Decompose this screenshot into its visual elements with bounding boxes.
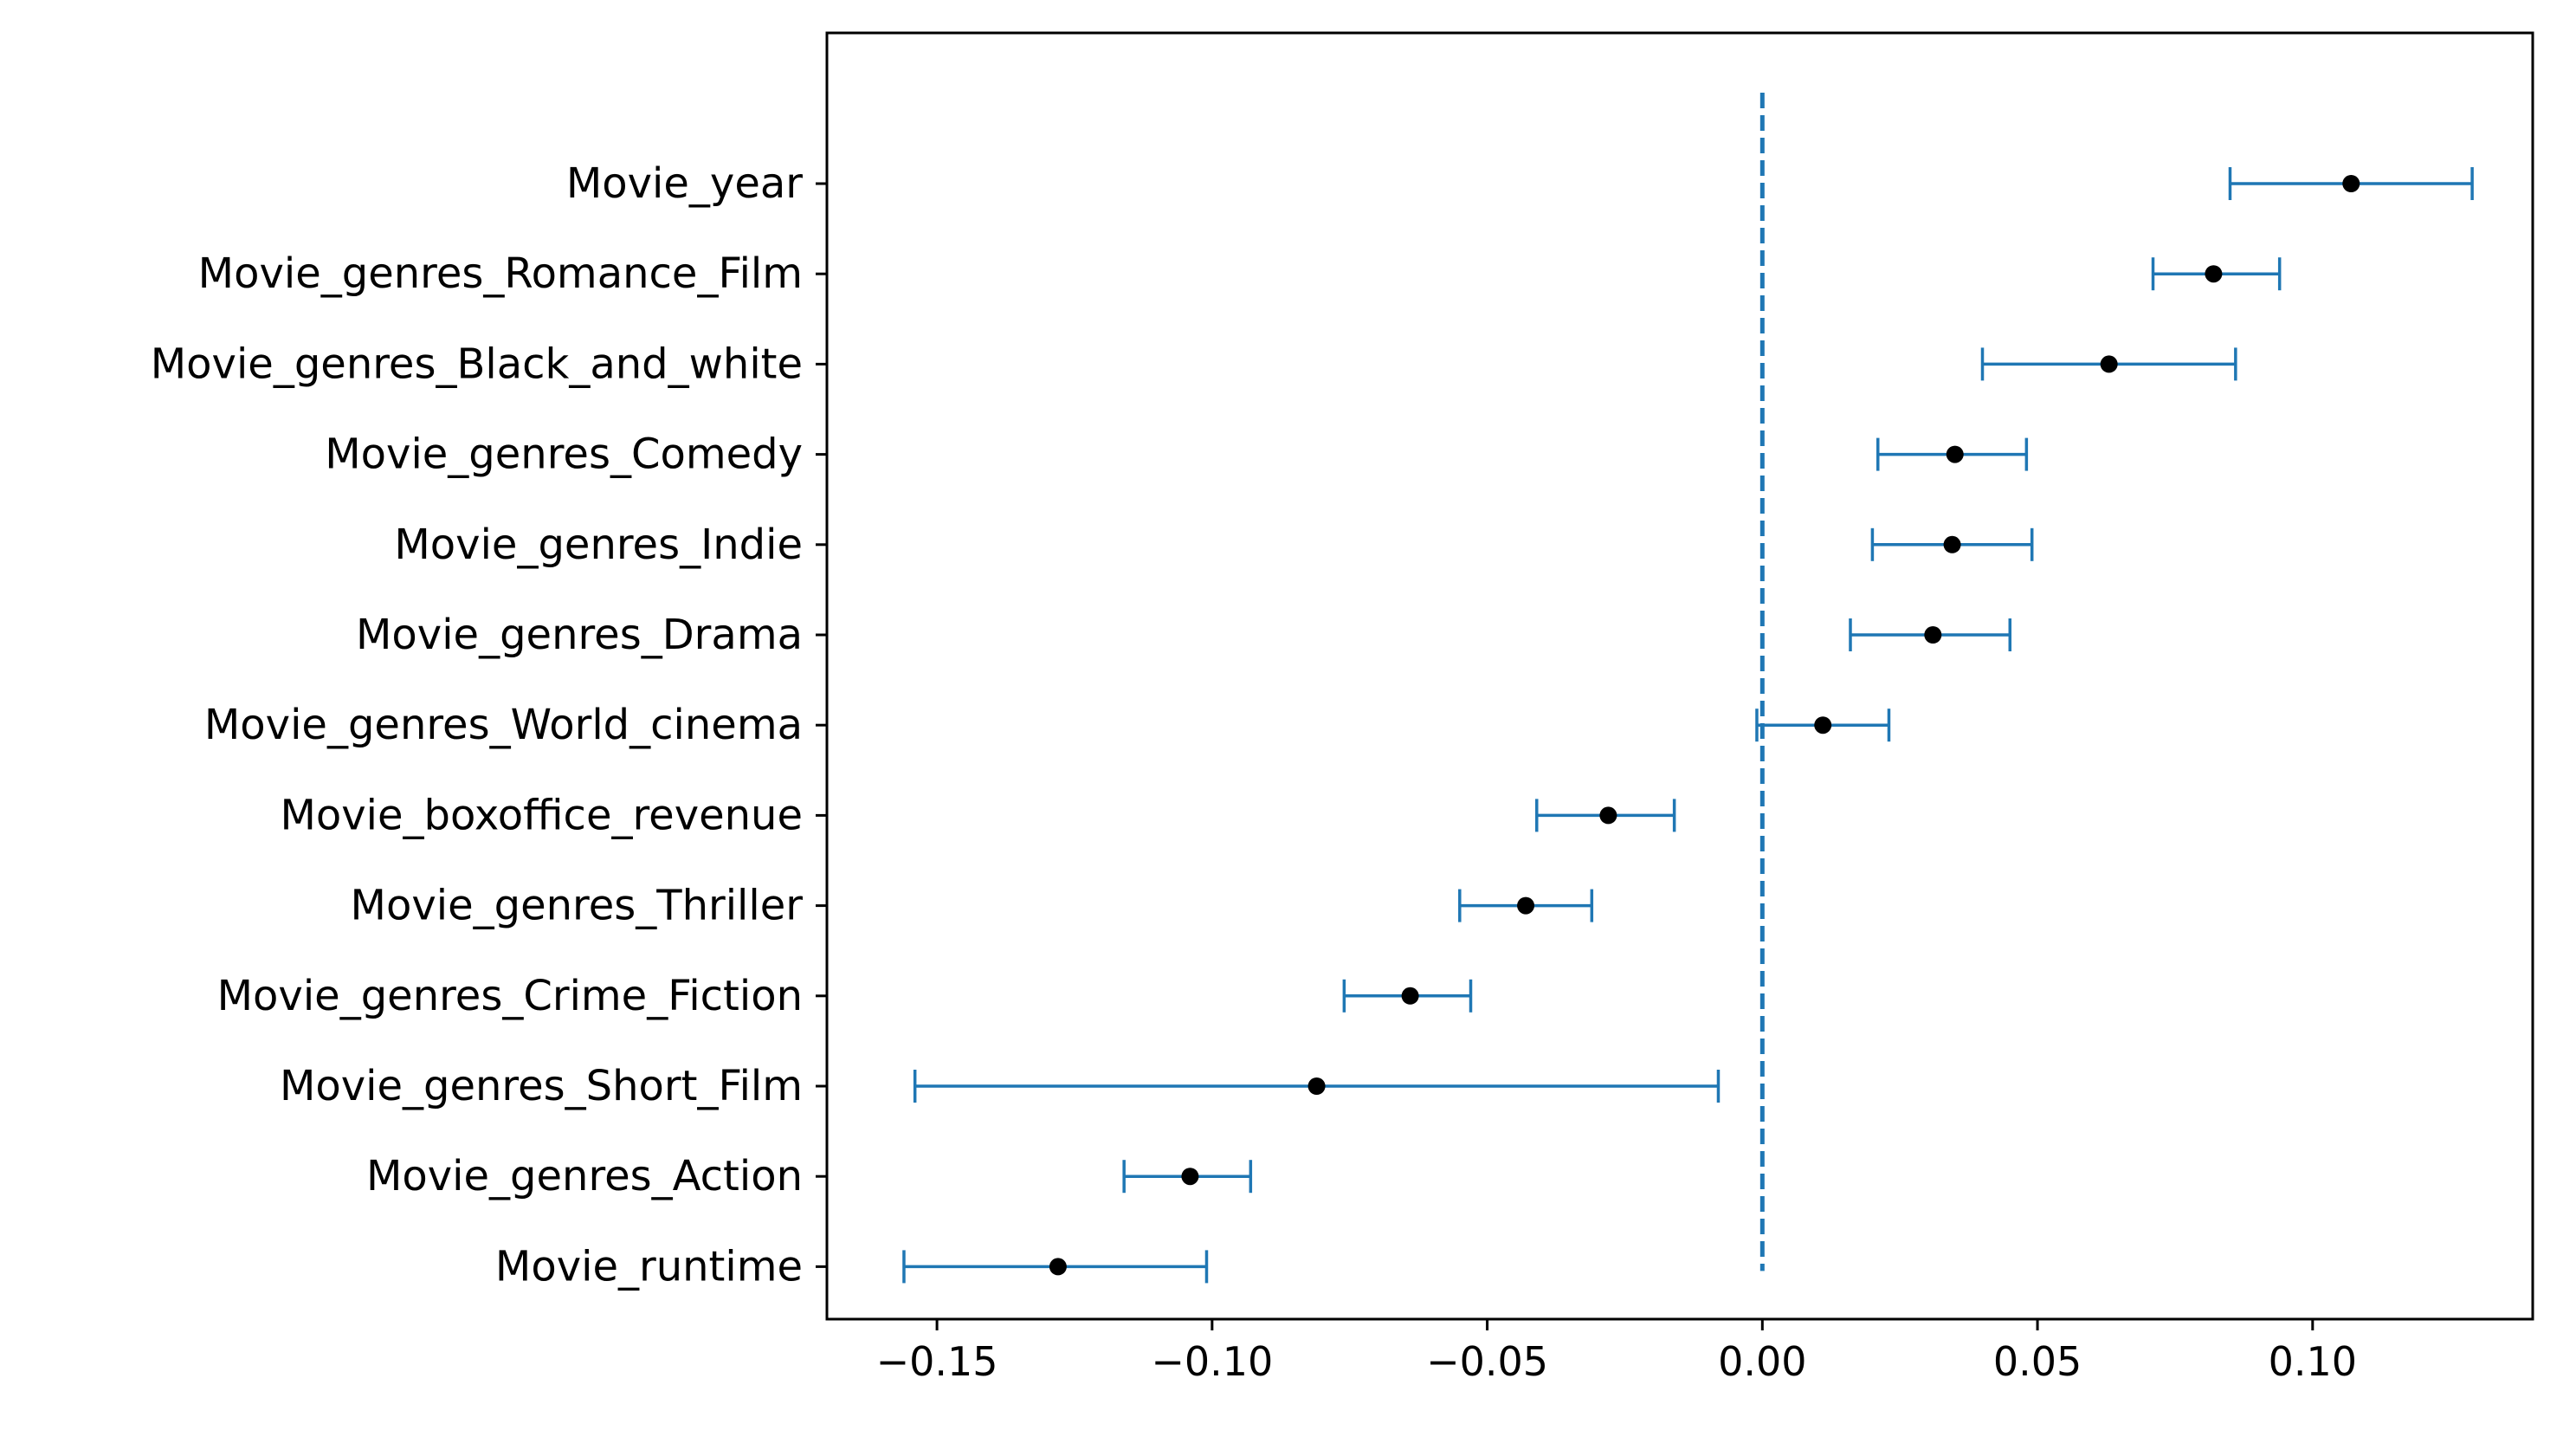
error-bars [902, 167, 2474, 1284]
y-tick-label: Movie_runtime [495, 1242, 803, 1291]
y-tick-label: Movie_genres_Short_Film [280, 1062, 803, 1110]
coefficient-point [1049, 1258, 1067, 1276]
plot-frame [825, 31, 2534, 1321]
coefficient-point [2205, 265, 2223, 283]
y-tick-label: Movie_genres_Black_and_white [151, 340, 803, 388]
coefficient-point [2342, 175, 2360, 192]
y-tick-label: Movie_genres_Romance_Film [198, 249, 803, 298]
coefficient-point [1943, 535, 1961, 553]
coefficient-point [1814, 716, 1832, 734]
coefficient-point [1924, 626, 1942, 644]
y-tick-label: Movie_year [566, 159, 803, 208]
x-tick-label: −0.15 [876, 1338, 998, 1385]
coefficient-point [1946, 445, 1964, 463]
y-tick-label: Movie_genres_Crime_Fiction [217, 972, 803, 1020]
coefficient-point [1307, 1077, 1326, 1095]
x-tick-label: 0.05 [1993, 1338, 2082, 1385]
y-axis-ticks: Movie_year Movie_genres_Romance_Film Movie… [151, 159, 827, 1291]
coefficient-point [2100, 355, 2118, 373]
x-tick-label: −0.05 [1426, 1338, 1548, 1385]
y-tick-label: Movie_genres_Drama [356, 611, 803, 659]
y-tick-label: Movie_genres_World_cinema [204, 701, 803, 749]
x-axis-ticks: −0.15 −0.10 −0.05 0.00 0.05 0.10 [876, 1319, 2357, 1385]
x-tick-label: −0.10 [1151, 1338, 1273, 1385]
y-tick-label: Movie_genres_Action [366, 1152, 803, 1200]
y-tick-label: Movie_genres_Indie [394, 521, 803, 569]
y-tick-label: Movie_genres_Thriller [351, 882, 804, 930]
coefficient-point [1401, 987, 1419, 1005]
y-tick-label: Movie_boxoffice_revenue [280, 791, 803, 839]
y-tick-label: Movie_genres_Comedy [325, 430, 803, 479]
x-tick-label: 0.00 [1718, 1338, 1806, 1385]
x-tick-label: 0.10 [2269, 1338, 2357, 1385]
coefficient-points [1049, 175, 2360, 1276]
coefficient-point [1517, 896, 1535, 915]
coefficient-point [1181, 1168, 1199, 1186]
coefficient-point [1599, 806, 1617, 825]
